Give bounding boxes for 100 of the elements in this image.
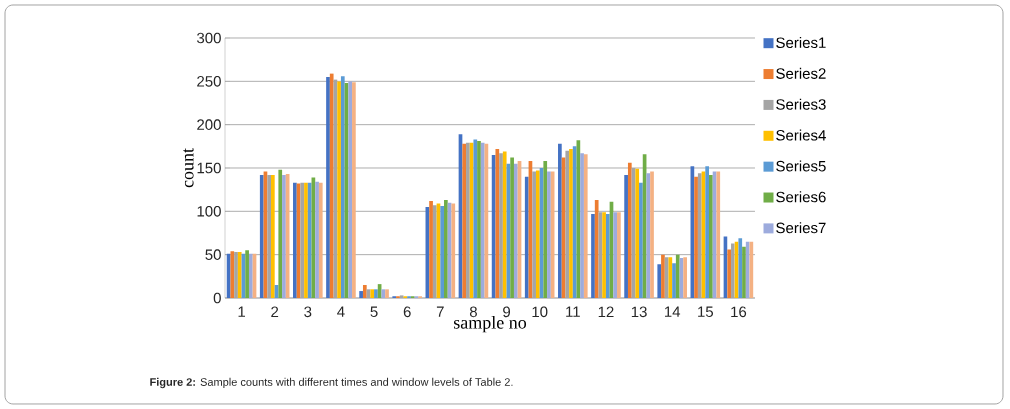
bar [675,254,680,298]
bar [683,257,687,298]
legend-label: Series1 [776,37,826,49]
bar [245,250,249,298]
legend-label: Series5 [776,160,826,172]
bar [569,148,573,298]
bar [329,73,334,298]
bar [248,253,253,298]
bar [293,182,297,298]
bar [495,148,500,298]
bar [348,81,353,298]
bar [558,143,562,298]
legend-label: Series7 [776,222,826,234]
bar [318,182,323,298]
bar [271,174,275,298]
y-tick-label: 200 [197,119,221,130]
x-tick-label: 14 [664,306,681,317]
bar [304,182,308,298]
bar [657,264,662,298]
bar [477,141,481,298]
bar [513,163,518,298]
bar [591,213,595,298]
bar [672,263,676,298]
bar [440,206,445,298]
bar [278,169,283,298]
bar [572,146,577,298]
x-tick-label: 11 [566,306,580,317]
x-tick-label: 10 [532,306,548,318]
bar [617,212,621,298]
bar [282,174,286,298]
bar [326,77,330,298]
bar [502,151,507,298]
bar [635,168,640,298]
x-tick-label: 1 [238,306,246,317]
legend-label: Series2 [776,67,826,79]
bar [594,200,599,298]
y-tick-label: 0 [213,292,221,304]
bar [432,205,437,298]
bar [602,212,606,298]
x-tick-label: 2 [271,306,279,317]
x-tick-label: 6 [403,306,411,318]
bar [535,170,540,298]
x-tick-label: 13 [631,306,647,318]
bar [462,143,467,298]
bar [230,251,235,298]
x-tick-label: 15 [698,306,714,317]
y-tick-label: 250 [197,76,221,87]
x-tick-label: 8 [469,306,477,318]
bar [524,176,529,298]
x-tick-label: 5 [370,306,378,317]
bar [444,200,448,298]
bar [399,295,404,298]
bar [646,173,651,298]
bar [510,157,514,298]
bar [613,212,618,298]
x-tick-label: 3 [304,306,312,318]
x-tick-label: 12 [598,306,614,317]
y-tick-label: 50 [205,249,221,260]
bar [661,254,665,298]
x-tick-label: 7 [436,306,444,317]
text: Figure 2: Sample counts with different times and window levels of Table 2. [150,377,513,389]
bar [565,150,570,298]
bar [473,139,478,298]
bar [385,289,389,298]
bar [650,171,654,298]
bar [697,173,702,298]
bar [709,174,713,298]
bar [374,289,378,298]
bar [466,142,470,298]
legend-label: Series4 [776,129,826,141]
bar [624,174,628,298]
legend-label: Series6 [776,191,826,203]
bar [716,171,721,298]
x-tick-label: 16 [731,306,747,318]
bar [583,154,588,298]
y-axis-title: count [183,148,194,188]
bar [580,153,584,298]
bar [340,76,345,298]
bar [451,203,456,298]
bar [259,174,264,298]
bar [429,200,433,298]
bar [359,291,363,298]
bar [705,166,710,298]
bar [738,238,743,298]
bar [300,182,305,298]
bar [742,246,746,298]
y-tick-label: 300 [197,32,221,44]
bar [480,142,485,298]
bar [237,252,242,298]
bar [234,252,238,298]
bar [307,182,312,298]
bar [499,153,503,298]
bar [605,213,610,298]
y-tick-label: 150 [197,162,221,174]
bar [543,161,548,298]
bar [337,81,341,298]
legend-label: Series3 [776,98,826,110]
bar [370,289,375,298]
bar [668,257,673,298]
y-tick-label: 100 [197,206,221,217]
